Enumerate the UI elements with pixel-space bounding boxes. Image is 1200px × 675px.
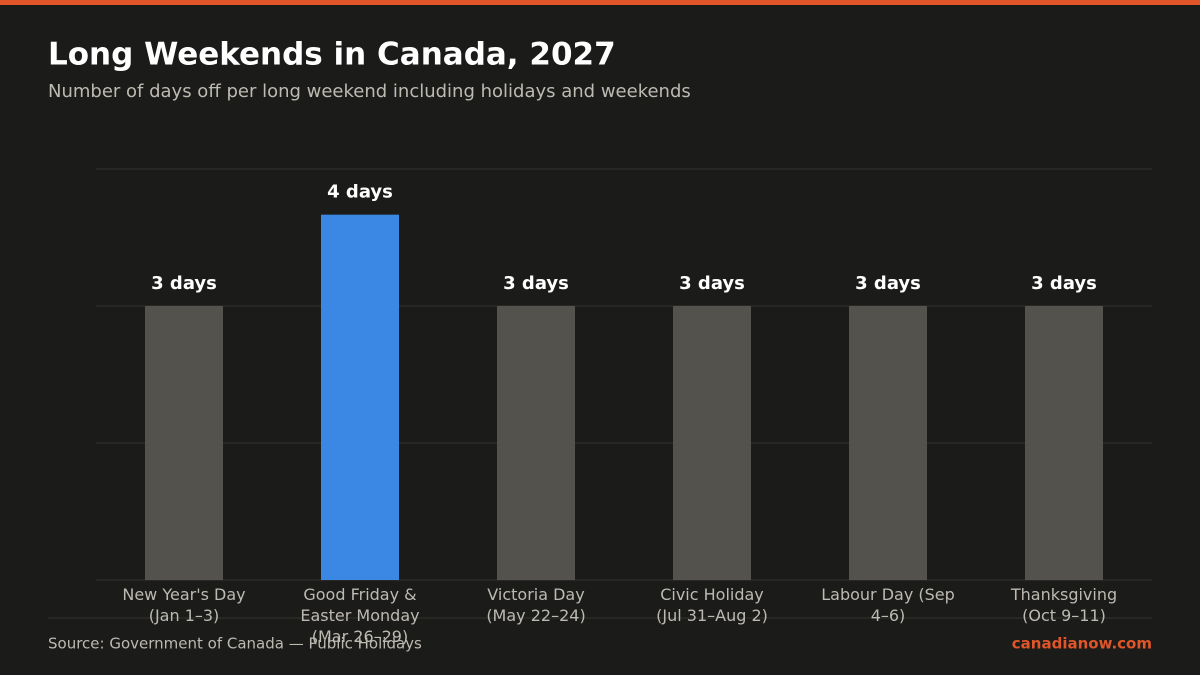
x-tick-label: Thanksgiving (Oct 9–11) [1010,585,1117,625]
chart-subtitle: Number of days off per long weekend incl… [48,81,691,102]
source: Source: Government of Canada — Public Ho… [48,635,422,653]
chart-title: Long Weekends in Canada, 2027 [48,37,616,73]
value-label: 3 days [151,273,217,294]
bar [145,306,223,580]
value-label: 3 days [1031,273,1097,294]
x-tick-label: New Year's Day (Jan 1–3) [122,585,245,625]
x-tick-label: Victoria Day (May 22–24) [486,585,585,625]
x-tick-label: Civic Holiday (Jul 31–Aug 2) [656,585,768,625]
value-label: 3 days [679,273,745,294]
bar [849,306,927,580]
bar [1025,306,1103,580]
value-label: 4 days [327,182,393,203]
site: canadianow.com [1012,635,1152,653]
accent-bar [0,0,1200,5]
bar [673,306,751,580]
value-label: 3 days [503,273,569,294]
x-tick-label: Good Friday & Easter Monday (Mar 26–29) [300,585,419,646]
bar [497,306,575,580]
value-label: 3 days [855,273,921,294]
bar [321,214,399,580]
x-tick-label: Labour Day (Sep 4–6) [821,585,955,625]
